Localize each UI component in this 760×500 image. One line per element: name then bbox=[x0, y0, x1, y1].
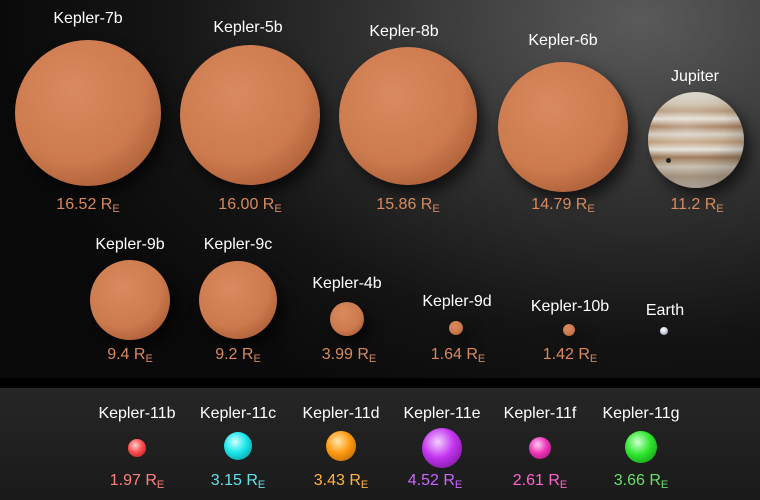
jupiter-storm-spot bbox=[666, 158, 671, 163]
radius-label-kepler-8b: 15.86 RE bbox=[376, 196, 440, 215]
planet-name-kepler-10b: Kepler-10b bbox=[530, 298, 610, 315]
planet-name-kepler-11e: Kepler-11e bbox=[403, 405, 481, 422]
planet-name-kepler-11g: Kepler-11g bbox=[602, 405, 680, 422]
radius-label-jupiter: 11.2 RE bbox=[670, 196, 724, 215]
planet-kepler-11d bbox=[326, 431, 356, 461]
planet-name-kepler-4b: Kepler-4b bbox=[312, 275, 382, 292]
radius-label-kepler-11g: 3.66 RE bbox=[613, 472, 669, 491]
planet-kepler-11f bbox=[529, 437, 551, 459]
planet-kepler-7b bbox=[15, 40, 161, 186]
planet-kepler-6b bbox=[498, 62, 628, 192]
radius-label-kepler-9d: 1.64 RE bbox=[430, 346, 486, 365]
planet-kepler-9b bbox=[90, 260, 170, 340]
planet-name-jupiter: Jupiter bbox=[670, 68, 720, 85]
planet-earth bbox=[660, 327, 668, 335]
planet-kepler-11g bbox=[625, 431, 657, 463]
planet-name-kepler-9d: Kepler-9d bbox=[422, 293, 492, 310]
planet-name-kepler-8b: Kepler-8b bbox=[369, 23, 439, 40]
planet-name-kepler-11d: Kepler-11d bbox=[302, 405, 380, 422]
planet-kepler-9d bbox=[449, 321, 463, 335]
planet-name-earth: Earth bbox=[645, 302, 685, 319]
planet-name-kepler-9c: Kepler-9c bbox=[203, 236, 273, 253]
radius-label-kepler-11f: 2.61 RE bbox=[512, 472, 568, 491]
radius-label-kepler-9b: 9.4 RE bbox=[107, 346, 153, 365]
radius-label-kepler-7b: 16.52 RE bbox=[56, 196, 120, 215]
planet-kepler-11c bbox=[224, 432, 252, 460]
planet-kepler-5b bbox=[180, 45, 320, 185]
radius-label-kepler-9c: 9.2 RE bbox=[215, 346, 261, 365]
planet-kepler-11b bbox=[128, 439, 146, 457]
radius-label-kepler-11e: 4.52 RE bbox=[407, 472, 463, 491]
planet-kepler-11e bbox=[422, 428, 462, 468]
planet-name-kepler-11b: Kepler-11b bbox=[98, 405, 176, 422]
radius-label-kepler-11d: 3.43 RE bbox=[313, 472, 369, 491]
planet-name-kepler-11c: Kepler-11c bbox=[199, 405, 277, 422]
radius-label-kepler-11b: 1.97 RE bbox=[109, 472, 165, 491]
radius-label-kepler-10b: 1.42 RE bbox=[542, 346, 598, 365]
radius-label-kepler-6b: 14.79 RE bbox=[531, 196, 595, 215]
radius-label-kepler-11c: 3.15 RE bbox=[210, 472, 266, 491]
planet-name-kepler-7b: Kepler-7b bbox=[53, 10, 123, 27]
radius-label-kepler-4b: 3.99 RE bbox=[321, 346, 377, 365]
radius-label-kepler-5b: 16.00 RE bbox=[218, 196, 282, 215]
planet-name-kepler-5b: Kepler-5b bbox=[213, 19, 283, 36]
planet-name-kepler-11f: Kepler-11f bbox=[503, 405, 577, 422]
planet-jupiter bbox=[648, 92, 744, 188]
planet-name-kepler-6b: Kepler-6b bbox=[528, 32, 598, 49]
planet-kepler-9c bbox=[199, 261, 277, 339]
planet-kepler-10b bbox=[563, 324, 575, 336]
planet-kepler-4b bbox=[330, 302, 364, 336]
planet-name-kepler-9b: Kepler-9b bbox=[95, 236, 165, 253]
planet-kepler-8b bbox=[339, 47, 477, 185]
